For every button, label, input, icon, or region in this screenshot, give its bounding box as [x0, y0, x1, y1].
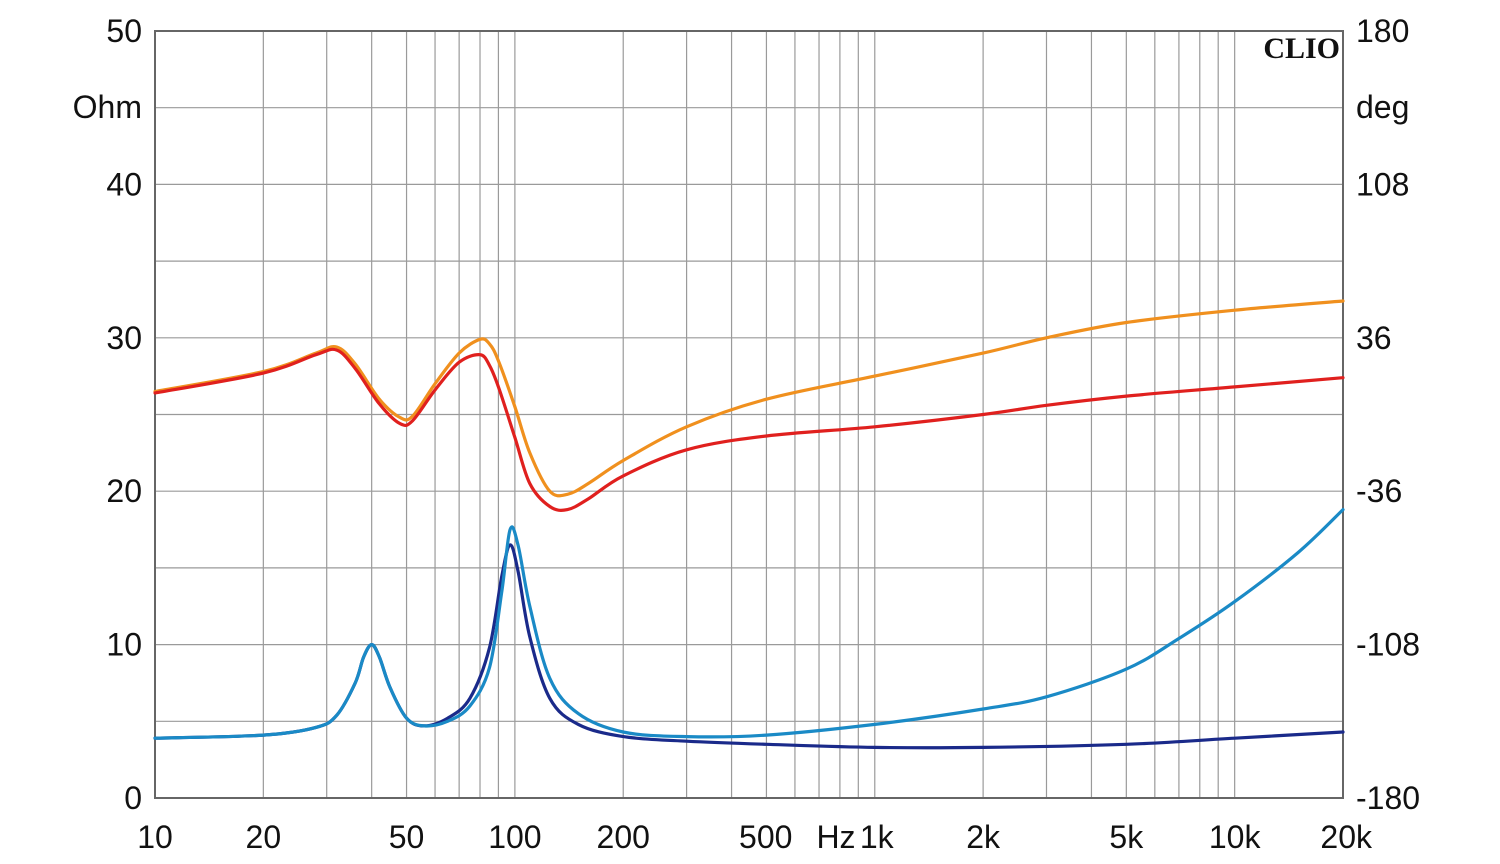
grid	[155, 31, 1343, 798]
left-axis-tick-label: 0	[124, 780, 142, 816]
left-axis-unit-label: Ohm	[73, 89, 142, 125]
right-axis-tick-label: 180	[1356, 13, 1409, 49]
series-line-impedance-2	[153, 508, 1345, 740]
right-axis-unit-label: deg	[1356, 89, 1409, 125]
x-axis-unit-label: Hz	[816, 819, 855, 855]
series-line-phase-1	[153, 299, 1345, 498]
left-axis-tick-label: 40	[106, 166, 142, 202]
left-axis-tick-label: 20	[106, 473, 142, 509]
x-axis-tick-label: 500	[739, 819, 792, 855]
x-axis-tick-label: 100	[488, 819, 541, 855]
series-line-phase-2	[153, 347, 1345, 512]
x-axis-tick-label: 2k	[966, 819, 1001, 855]
left-axis-tick-label: 50	[106, 13, 142, 49]
right-axis-tick-label: -180	[1356, 780, 1420, 816]
x-axis-tick-label: 10k	[1209, 819, 1262, 855]
right-axis-tick-label: 36	[1356, 320, 1392, 356]
x-axis-tick-label: 50	[389, 819, 425, 855]
right-axis-tick-label: -36	[1356, 473, 1402, 509]
x-axis-tick-label: 10	[137, 819, 173, 855]
clio-brand-label: CLIO	[1263, 32, 1340, 65]
x-axis-tick-label: 20	[246, 819, 282, 855]
x-axis-tick-label: 200	[597, 819, 650, 855]
left-axis-tick-label: 30	[106, 320, 142, 356]
plot-frame	[154, 30, 1344, 799]
x-axis-tick-label: 1k	[860, 819, 895, 855]
left-axis-tick-label: 10	[106, 627, 142, 663]
x-axis-tick-label: 5k	[1109, 819, 1144, 855]
curves	[153, 299, 1345, 750]
x-axis-tick-label: 20k	[1320, 819, 1373, 855]
right-axis-tick-label: 108	[1356, 166, 1409, 202]
right-axis-tick-label: -108	[1356, 627, 1420, 663]
